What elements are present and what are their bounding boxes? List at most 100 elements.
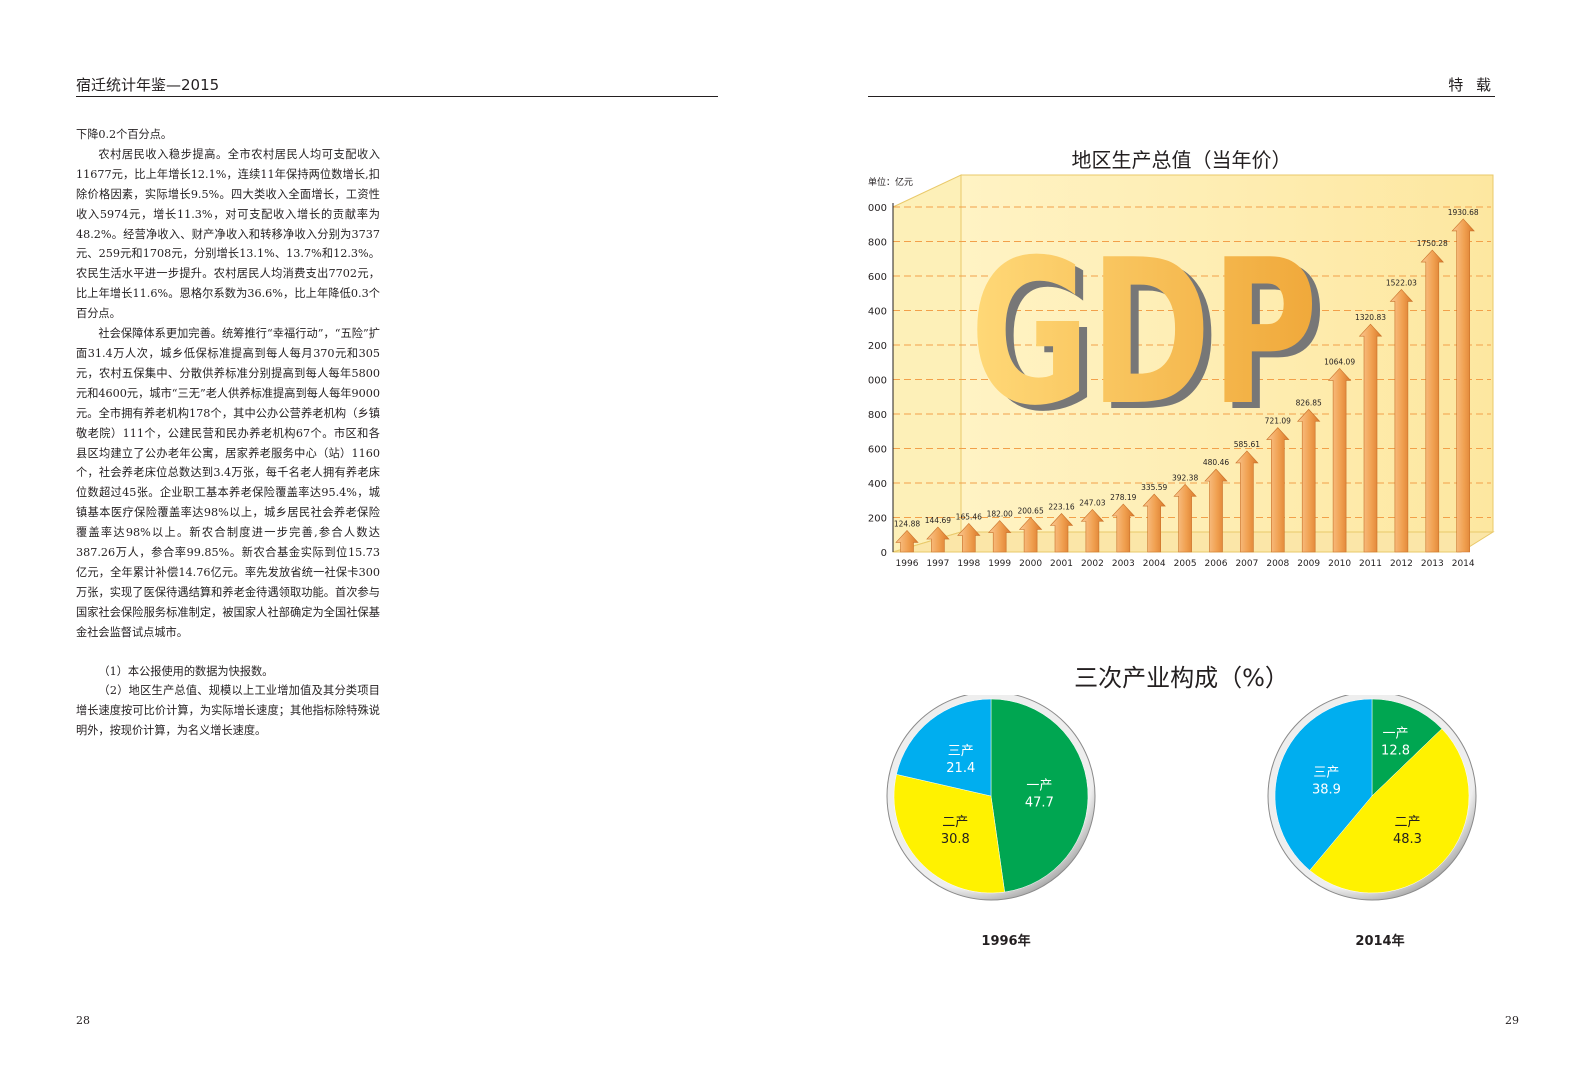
x-tick-label: 2004	[1143, 559, 1166, 569]
pie-slice	[893, 774, 1005, 894]
pie-slice-value: 38.9	[1312, 782, 1341, 797]
gdp-value-label: 826.85	[1296, 398, 1322, 407]
industry-mix-title: 三次产业构成（%）	[1074, 664, 1289, 692]
pie-slice	[1274, 698, 1373, 871]
gdp-arrow-bar	[1080, 508, 1105, 553]
pie-year-label-1996: 1996年	[981, 934, 1031, 949]
gdp-arrow-bar	[957, 523, 981, 553]
gdp-arrow-bar	[1111, 503, 1135, 553]
gdp-watermark: GDP	[970, 217, 1318, 450]
gdp-arrow-bar	[1358, 323, 1383, 553]
gdp-value-label: 1320.83	[1355, 313, 1386, 322]
pie-slice-name: 三产	[948, 744, 974, 759]
gdp-arrow-bar	[1389, 289, 1414, 553]
x-tick-label: 1998	[957, 559, 980, 569]
pie-year-label-2014: 2014年	[1355, 934, 1405, 949]
x-tick-label: 1999	[988, 559, 1011, 569]
x-tick-label: 2006	[1205, 559, 1228, 569]
pie-slice-name: 二产	[1394, 815, 1420, 830]
gdp-arrow-bar	[988, 520, 1012, 553]
pie-slice-value: 48.3	[1393, 832, 1422, 847]
y-tick-label: 600	[868, 445, 887, 456]
x-tick-label: 2010	[1328, 559, 1351, 569]
gdp-value-label: 247.03	[1079, 498, 1105, 507]
x-tick-label: 2003	[1112, 559, 1135, 569]
gdp-value-label: 392.38	[1172, 473, 1198, 482]
pie-slice-value: 21.4	[946, 761, 975, 776]
x-tick-label: 2007	[1235, 559, 1258, 569]
y-tick-label: 0	[881, 548, 887, 559]
gdp-arrow-bar	[1297, 408, 1321, 553]
pie-slice-value: 47.7	[1025, 796, 1054, 811]
y-tick-label: 1600	[868, 272, 887, 283]
y-tick-label: 200	[868, 514, 887, 525]
gdp-arrow-bar	[1235, 450, 1259, 553]
unit-label: 单位：亿元	[868, 176, 913, 188]
y-tick-label: 400	[868, 479, 887, 490]
gdp-value-label: 721.09	[1265, 417, 1291, 426]
gdp-arrow-bar	[1266, 427, 1290, 553]
x-tick-label: 2001	[1050, 559, 1073, 569]
x-tick-label: 2012	[1390, 559, 1413, 569]
gdp-arrow-bar	[1018, 516, 1043, 553]
gdp-arrow-bar	[1451, 218, 1475, 553]
x-tick-label: 1996	[896, 559, 919, 569]
gdp-arrow-bar	[1327, 368, 1352, 553]
industry-pie-charts: 一产 47.7 二产 30.8 三产 21.4 一产 12.8 二产 48.3 三产 38.9	[886, 695, 1477, 901]
x-tick-label: 2002	[1081, 559, 1104, 569]
x-tick-label: 2013	[1421, 559, 1444, 569]
gdp-value-label: 278.19	[1110, 493, 1136, 502]
gdp-value-label: 124.88	[894, 519, 920, 528]
right-header-rule	[868, 96, 1495, 97]
pie-slice-value: 12.8	[1381, 744, 1410, 759]
y-tick-label: 1800	[868, 238, 887, 249]
paragraph-social-security: 社会保障体系更加完善。统筹推行“幸福行动”，“五险”扩面31.4万人次，城乡低保…	[76, 327, 380, 639]
y-tick-label: 1000	[868, 376, 887, 387]
gdp-chart-title: 地区生产总值（当年价）	[1071, 148, 1292, 172]
left-header-rule	[76, 96, 718, 97]
x-tick-label: 2005	[1174, 559, 1197, 569]
note-1: （1）本公报使用的数据为快报数。	[98, 664, 274, 678]
y-tick-label: 2000	[868, 203, 887, 214]
pie-slice	[1371, 698, 1443, 797]
gdp-arrow-bar	[1420, 249, 1444, 553]
pie-slice-name: 一产	[1383, 727, 1409, 742]
gdp-arrow-bar	[1204, 468, 1228, 553]
page-number-right: 29	[1505, 1014, 1519, 1027]
pie-slice-name: 二产	[942, 815, 968, 830]
pie-slice	[896, 698, 992, 797]
paragraph-continued: 下降0.2个百分点。	[76, 128, 173, 141]
gdp-arrow-bar	[895, 530, 919, 553]
gdp-value-label: 1522.03	[1386, 278, 1417, 287]
paragraph-rural-income: 农村居民收入稳步提高。全市农村居民人均可支配收入11677元，比上年增长12.1…	[76, 147, 380, 321]
right-running-header: 特 载	[1448, 76, 1495, 94]
gdp-value-label: 1750.28	[1417, 239, 1448, 248]
gdp-value-label: 480.46	[1203, 458, 1229, 467]
gdp-value-label: 1930.68	[1448, 208, 1479, 217]
gdp-value-label: 223.16	[1048, 503, 1074, 512]
x-tick-label: 1997	[926, 559, 949, 569]
pie-slice-name: 一产	[1026, 779, 1052, 794]
gdp-value-label: 182.00	[987, 510, 1013, 519]
gdp-value-label: 165.46	[956, 512, 982, 521]
pie-slice	[1309, 728, 1470, 894]
gdp-value-label: 200.65	[1017, 506, 1043, 515]
gdp-value-label: 1064.09	[1324, 357, 1355, 366]
left-running-header: 宿迁统计年鉴—2015	[76, 76, 220, 94]
x-tick-label: 2009	[1297, 559, 1320, 569]
gdp-arrow-bar	[1173, 483, 1197, 553]
pie-slice-name: 三产	[1313, 765, 1339, 780]
note-2: （2）地区生产总值、规模以上工业增加值及其分类项目增长速度按可比价计算，为实际增…	[76, 684, 380, 738]
x-tick-label: 2011	[1359, 559, 1382, 569]
gdp-value-label: 144.69	[925, 516, 951, 525]
gdp-watermark-shadow: GDP	[978, 223, 1326, 456]
gdp-arrow-bar	[926, 526, 950, 553]
y-tick-label: 800	[868, 410, 887, 421]
box-side-panel	[892, 174, 962, 553]
pie-slice	[990, 698, 1089, 893]
gdp-arrow-bar	[1142, 493, 1166, 553]
gdp-value-label: 585.61	[1234, 440, 1260, 449]
x-tick-label: 2014	[1452, 559, 1475, 569]
